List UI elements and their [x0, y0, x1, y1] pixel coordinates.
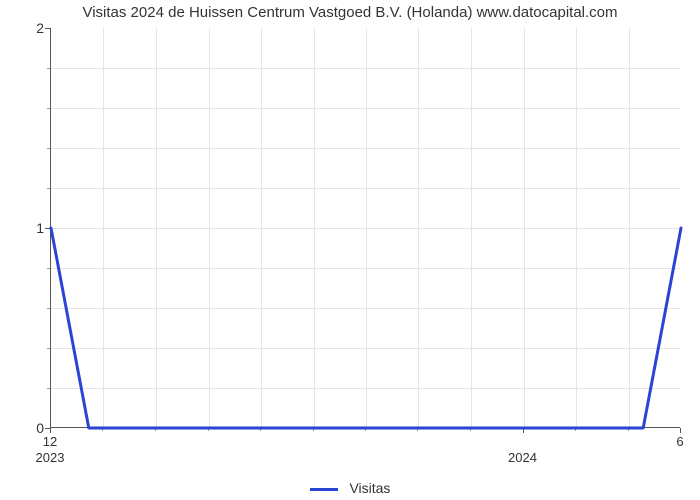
- chart-title: Visitas 2024 de Huissen Centrum Vastgoed…: [0, 4, 700, 21]
- x-tick-label: 6: [676, 434, 683, 449]
- y-tick-label: 1: [4, 220, 44, 236]
- legend-label: Visitas: [349, 480, 390, 496]
- legend-swatch: [310, 488, 338, 491]
- legend: Visitas: [0, 480, 700, 496]
- x-tick-year-label: 2023: [36, 450, 65, 465]
- x-tick-label: 12: [43, 434, 57, 449]
- series-line: [51, 28, 680, 427]
- plot-area: [50, 28, 680, 428]
- y-tick-label: 0: [4, 420, 44, 436]
- x-tick-year-label: 2024: [508, 450, 537, 465]
- y-tick-label: 2: [4, 20, 44, 36]
- visitas-chart: Visitas 2024 de Huissen Centrum Vastgoed…: [0, 0, 700, 500]
